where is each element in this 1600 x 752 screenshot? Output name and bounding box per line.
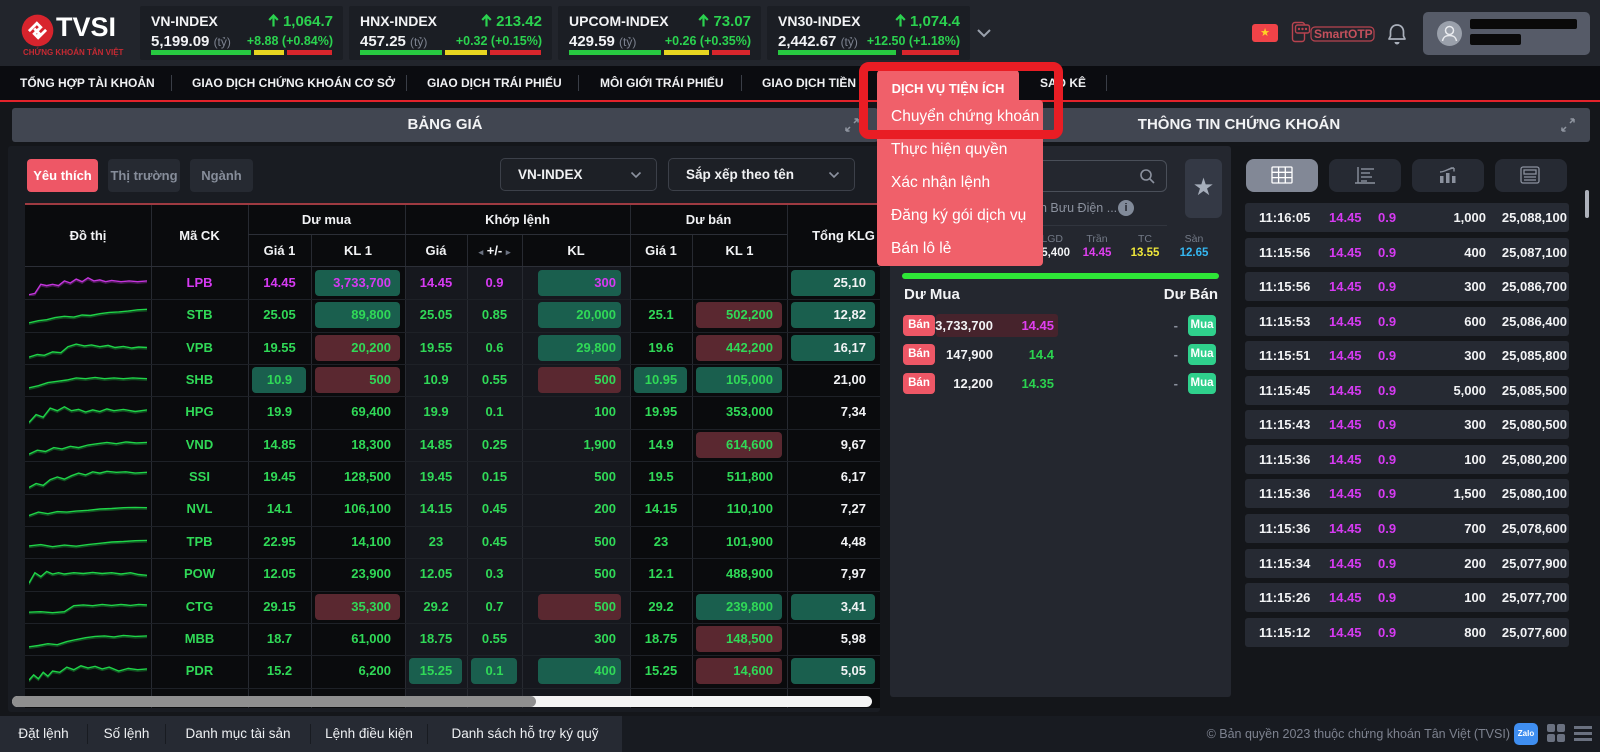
svg-text:SmartOTP: SmartOTP (1314, 27, 1373, 41)
